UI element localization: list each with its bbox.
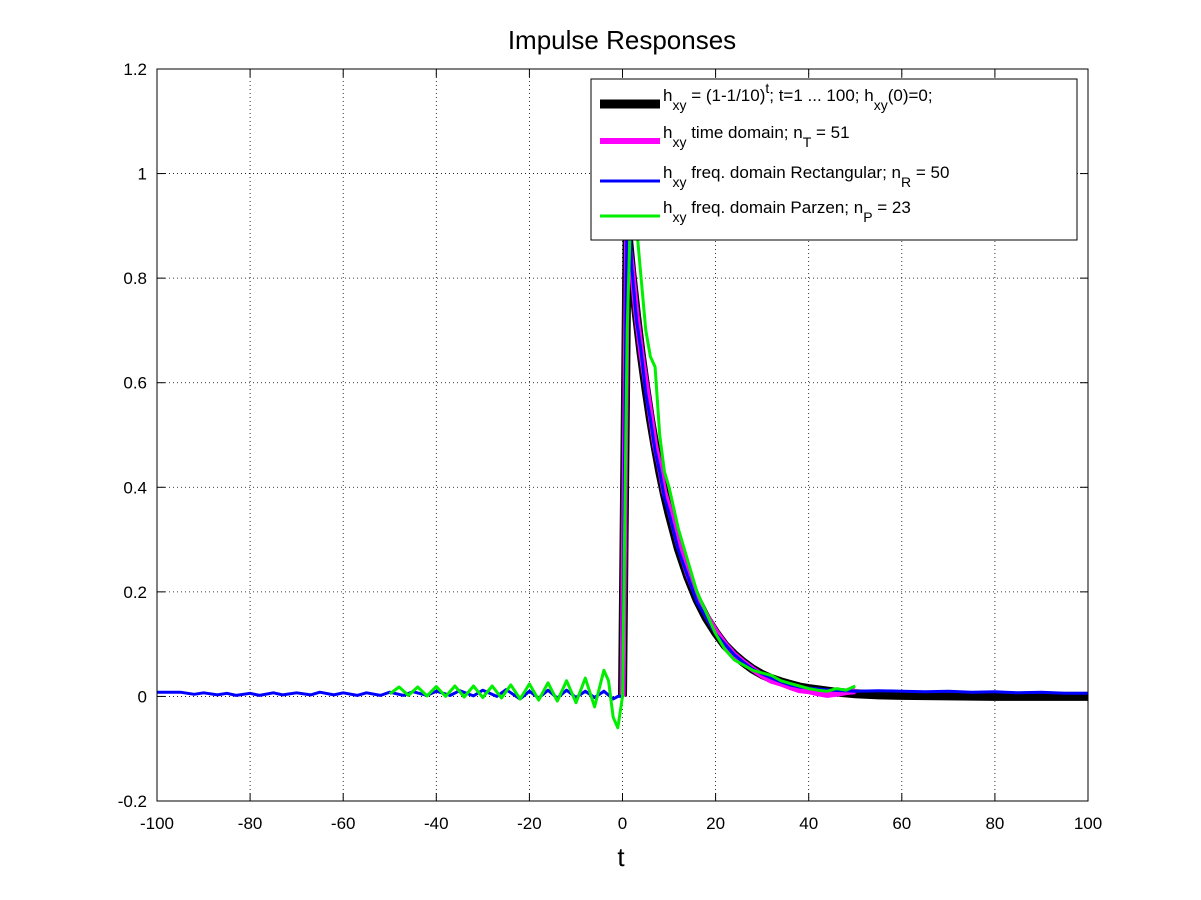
x-tick-label: -20 (517, 814, 542, 833)
y-tick-label: 1.2 (123, 60, 147, 79)
x-tick-label: -80 (238, 814, 263, 833)
y-tick-label: 0.8 (123, 269, 147, 288)
x-tick-label: 40 (799, 814, 818, 833)
chart-title: Impulse Responses (508, 25, 736, 55)
x-tick-label: -100 (140, 814, 174, 833)
y-tick-label: 0.6 (123, 374, 147, 393)
x-axis-label: t (617, 842, 625, 872)
x-tick-label: 80 (985, 814, 1004, 833)
legend-entry-theoretical: hxy = (1-1/10)t; t=1 ... 100; hxy(0)=0; (663, 80, 933, 113)
series-line-theoretical (618, 221, 1088, 701)
legend-entry-parzen: hxy freq. domain Parzen; nP = 23 (663, 198, 911, 225)
y-tick-label: 0.4 (123, 478, 147, 497)
x-tick-label: 60 (892, 814, 911, 833)
y-tick-label: 0.2 (123, 583, 147, 602)
x-tick-label: 20 (706, 814, 725, 833)
x-tick-label: -60 (331, 814, 356, 833)
legend-box (590, 78, 1078, 241)
legend-entry-rectangular: hxy freq. domain Rectangular; nR = 50 (663, 163, 949, 190)
x-tick-label: 100 (1074, 814, 1102, 833)
x-tick-label: -40 (424, 814, 449, 833)
series-group (157, 166, 1088, 730)
y-tick-label: -0.2 (118, 792, 147, 811)
series-line-parzen (388, 166, 856, 730)
y-tick-label: 0 (138, 687, 147, 706)
legend-entry-time-domain: hxy time domain; nT = 51 (663, 123, 850, 150)
tick-marks (156, 68, 1089, 802)
y-tick-label: 1 (138, 165, 147, 184)
y-tick-labels: -0.2 0 0.2 0.4 0.6 0.8 1 1.2 (118, 60, 147, 811)
x-tick-label: 0 (618, 814, 627, 833)
x-tick-labels: -100 -80 -60 -40 -20 0 20 40 60 80 100 (140, 814, 1102, 833)
legend: hxy = (1-1/10)t; t=1 ... 100; hxy(0)=0; h… (590, 78, 1078, 241)
